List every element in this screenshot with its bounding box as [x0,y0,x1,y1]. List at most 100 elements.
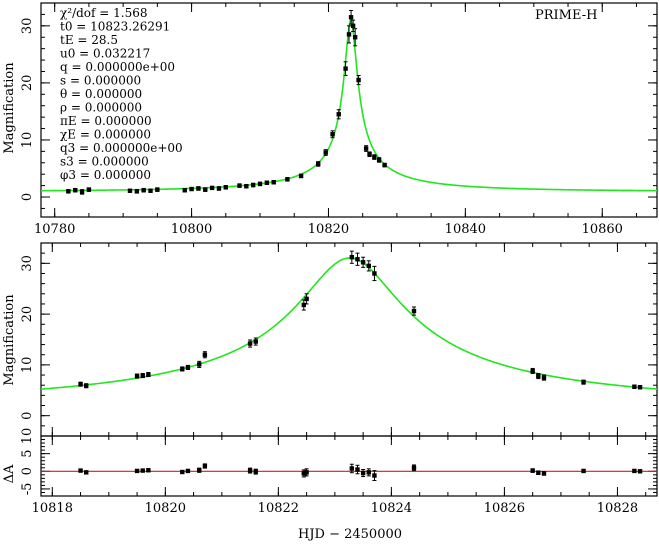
y-tick-label: -5 [20,483,35,496]
data-point [134,189,140,194]
data-point [84,470,89,475]
data-point [182,187,187,193]
data-point [127,188,133,193]
top-ylabel: Magnification [2,62,17,154]
data-point [203,187,208,192]
y-tick-label: 30 [20,18,35,35]
data-point [196,186,201,191]
data-point [209,185,215,191]
bottom-residual-points [78,463,643,481]
data-point [581,379,586,385]
data-point [134,373,140,379]
data-point [411,465,417,470]
fit-parameter-line: ρ = 0.000000 [60,101,142,115]
data-point [180,469,185,475]
fit-parameter-line: t0 = 10823.26291 [60,20,170,34]
data-point [140,468,145,473]
data-point [134,468,140,474]
x-tick-label: 10780 [34,222,75,237]
fit-parameter-line: u0 = 0.032217 [60,47,150,61]
data-point [253,469,258,474]
top-panel-ticks: 10780 10800 10820 10840 10860 0 10 20 30 [20,2,657,237]
y-tick-label: 20 [20,306,35,323]
data-point [348,15,354,20]
data-point [202,463,208,469]
data-point [189,186,194,192]
bottom-ylabel: ΔA [2,464,17,483]
fit-parameter-line: θ = 0.000000 [60,87,142,101]
y-tick-label: 10 [20,428,35,445]
data-point [372,154,377,160]
data-point [73,187,78,193]
data-point [86,187,92,192]
x-tick-label: 10840 [445,222,486,237]
fit-parameter-line: χ²/dof = 1.568 [60,6,148,20]
data-point [349,466,355,471]
data-point [304,296,309,302]
data-point [637,385,643,390]
x-tick-label: 10800 [171,222,212,237]
data-point [530,468,535,473]
data-point [356,77,361,83]
data-point [541,375,547,380]
bottom-panel-frame [40,435,658,497]
data-point [257,181,263,187]
data-point [536,470,541,475]
fit-parameter-line: tE = 28.5 [60,33,118,47]
x-tick-label: 10828 [597,501,638,516]
data-point [271,179,276,185]
y-tick-label: 10 [20,132,35,149]
data-point [180,366,185,372]
data-point [632,384,637,389]
data-point [536,373,541,379]
x-tick-label: 10822 [258,501,299,516]
y-tick-label: 20 [20,75,35,92]
data-point [148,188,153,193]
data-point [146,468,151,473]
fit-parameter-line: χE = 0.000000 [60,128,151,142]
x-tick-label: 10820 [145,501,186,516]
fit-parameter-line: s = 0.000000 [60,74,141,88]
model-line [40,257,658,390]
data-point [247,341,253,346]
fit-parameter-line: q = 0.000000e+00 [60,60,175,74]
data-point [355,257,360,262]
data-point [197,362,202,367]
middle-model-curve [40,257,658,390]
data-point [366,263,371,269]
data-point [346,32,352,37]
data-point [285,177,290,182]
data-point [352,35,358,40]
data-point [637,469,643,474]
middle-panel-frame [40,242,658,437]
data-point [298,173,304,179]
data-point [304,470,309,475]
data-point [79,189,85,195]
x-axis-label: HJD − 2450000 [298,527,402,542]
data-point [84,383,89,388]
data-point [360,260,366,265]
bottom-panel-ticks: 10818 10820 10822 10824 10826 10828 -5 0 5 10 [20,428,657,516]
data-point [244,183,249,189]
data-point [336,112,341,117]
data-point [530,368,535,374]
data-point [78,468,83,473]
data-point [301,302,306,308]
middle-panel-ticks: 0 10 20 30 [20,242,657,437]
data-point [355,467,360,472]
y-tick-label: 5 [20,450,35,458]
x-tick-label: 10824 [371,501,412,516]
data-point [350,23,356,29]
data-point [155,187,160,192]
data-point [349,255,355,260]
survey-label: PRIME-H [535,8,597,23]
data-point [301,471,306,476]
y-tick-label: 0 [20,193,35,201]
data-point [223,185,228,190]
data-point [140,373,145,378]
top-panel-frame [40,2,658,218]
data-point [141,187,146,193]
data-point [367,152,372,157]
